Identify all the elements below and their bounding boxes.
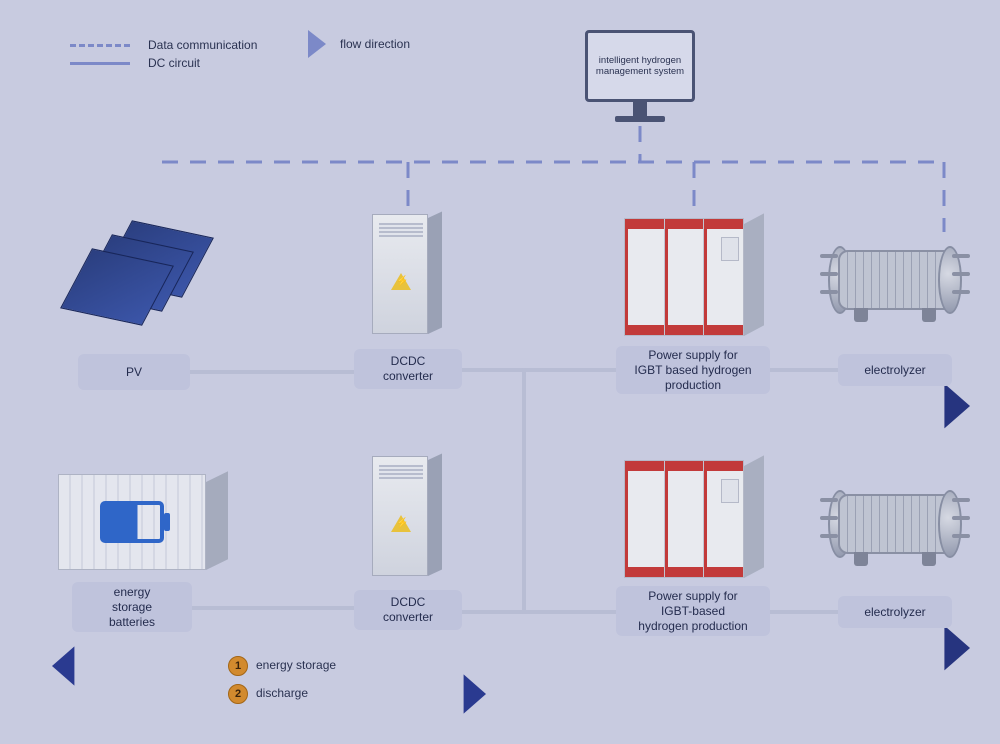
label-storage-text: energy storage batteries [109, 585, 155, 630]
label-electrolyzer-top: electrolyzer [838, 354, 952, 386]
legend-label-data-comm: Data communication [148, 38, 257, 52]
monitor-screen: intelligent hydrogen management system [585, 30, 695, 102]
badge-1-num: 1 [235, 660, 241, 672]
label-dcdc-top: DCDC converter [354, 349, 462, 389]
electrolyzer-top [820, 232, 970, 322]
label-igbt-bottom: Power supply for IGBT-based hydrogen pro… [616, 586, 770, 636]
legend-swatch-dashed [70, 44, 130, 47]
label-pv: PV [78, 354, 190, 390]
flow-arrowhead-bottom-right [944, 626, 970, 671]
label-dcdc-bottom-text: DCDC converter [383, 595, 433, 625]
badge-1-label: energy storage [256, 658, 336, 672]
monitor-label: intelligent hydrogen management system [592, 55, 688, 77]
label-electrolyzer-top-text: electrolyzer [864, 363, 925, 378]
diagram-canvas: Data communication DC circuit flow direc… [0, 0, 1000, 744]
igbt-power-supply-bottom [624, 460, 764, 580]
label-igbt-top-text: Power supply for IGBT based hydrogen pro… [634, 348, 751, 393]
legend: Data communication DC circuit [70, 36, 257, 72]
badge-1: 1 [228, 656, 248, 676]
monitor-stand [633, 102, 647, 116]
label-storage: energy storage batteries [72, 582, 192, 632]
electrolyzer-bottom [820, 476, 970, 566]
flow-arrowhead-discharge-right [464, 674, 486, 713]
battery-icon [100, 501, 164, 543]
monitor-base [615, 116, 665, 122]
pv-device [70, 225, 210, 325]
management-system-monitor: intelligent hydrogen management system [585, 30, 695, 122]
dcdc-converter-top [372, 214, 442, 334]
badge-2-num: 2 [235, 688, 241, 700]
legend-flow-direction-label: flow direction [340, 37, 410, 51]
label-electrolyzer-bottom-text: electrolyzer [864, 605, 925, 620]
label-dcdc-bottom: DCDC converter [354, 590, 462, 630]
label-igbt-bottom-text: Power supply for IGBT-based hydrogen pro… [638, 589, 747, 634]
label-dcdc-top-text: DCDC converter [383, 354, 433, 384]
label-electrolyzer-bottom: electrolyzer [838, 596, 952, 628]
flow-arrowhead-legend-arrow [308, 30, 326, 58]
igbt-power-supply-top [624, 218, 764, 338]
dcdc-converter-bottom [372, 456, 442, 576]
flow-arrowhead-storage-left [52, 646, 74, 685]
label-pv-text: PV [126, 365, 142, 380]
legend-label-dc-circuit: DC circuit [148, 56, 200, 70]
label-igbt-top: Power supply for IGBT based hydrogen pro… [616, 346, 770, 394]
badge-2: 2 [228, 684, 248, 704]
flow-arrowhead-top-main [944, 384, 970, 429]
badge-2-label: discharge [256, 686, 308, 700]
energy-storage-container [58, 474, 228, 570]
legend-swatch-solid [70, 62, 130, 65]
